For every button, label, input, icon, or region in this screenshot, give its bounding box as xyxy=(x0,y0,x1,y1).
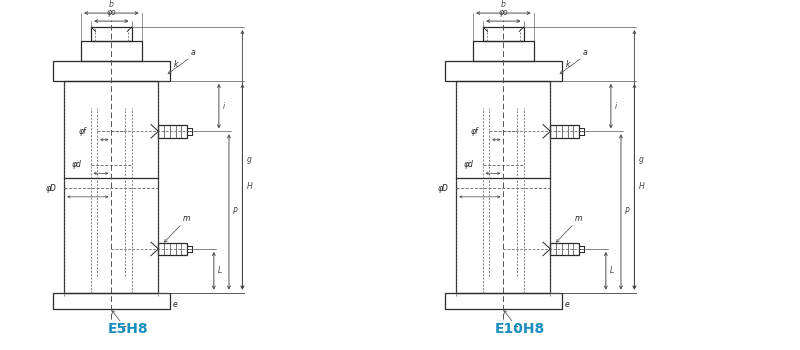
Text: c: c xyxy=(122,323,126,332)
Text: g: g xyxy=(638,155,643,164)
Bar xyxy=(483,27,523,41)
Text: e: e xyxy=(565,300,570,309)
Text: b: b xyxy=(109,0,114,9)
Text: φD: φD xyxy=(438,184,449,193)
Text: g: g xyxy=(246,155,251,164)
Text: P: P xyxy=(233,208,238,216)
Text: E10H8: E10H8 xyxy=(495,322,546,336)
Text: φd: φd xyxy=(464,160,474,169)
Text: a: a xyxy=(583,48,588,57)
Text: b: b xyxy=(501,0,506,9)
Bar xyxy=(53,293,170,309)
Text: φf: φf xyxy=(470,127,478,136)
Bar xyxy=(550,243,579,255)
Text: φf: φf xyxy=(78,127,86,136)
Text: e: e xyxy=(173,300,178,309)
Bar xyxy=(53,61,170,81)
Bar xyxy=(445,293,562,309)
Text: E5H8: E5H8 xyxy=(108,322,149,336)
Bar xyxy=(473,41,534,61)
Bar xyxy=(158,243,187,255)
Text: i: i xyxy=(615,102,617,111)
Text: i: i xyxy=(223,102,225,111)
Text: H: H xyxy=(246,182,252,191)
Text: P: P xyxy=(625,208,630,216)
Bar xyxy=(64,81,158,293)
Bar xyxy=(456,81,550,293)
Text: m: m xyxy=(182,214,190,223)
Bar xyxy=(445,61,562,81)
Text: m: m xyxy=(574,214,582,223)
Bar xyxy=(550,125,579,138)
Text: φo: φo xyxy=(106,8,116,17)
Text: φo: φo xyxy=(498,8,508,17)
Bar xyxy=(91,27,131,41)
Text: L: L xyxy=(218,266,222,275)
Text: c: c xyxy=(514,323,518,332)
Bar xyxy=(81,41,142,61)
Text: L: L xyxy=(610,266,614,275)
Bar xyxy=(158,125,187,138)
Text: k: k xyxy=(566,60,570,69)
Text: k: k xyxy=(174,60,178,69)
Text: a: a xyxy=(191,48,196,57)
Text: φD: φD xyxy=(46,184,57,193)
Text: H: H xyxy=(638,182,644,191)
Text: φd: φd xyxy=(72,160,82,169)
